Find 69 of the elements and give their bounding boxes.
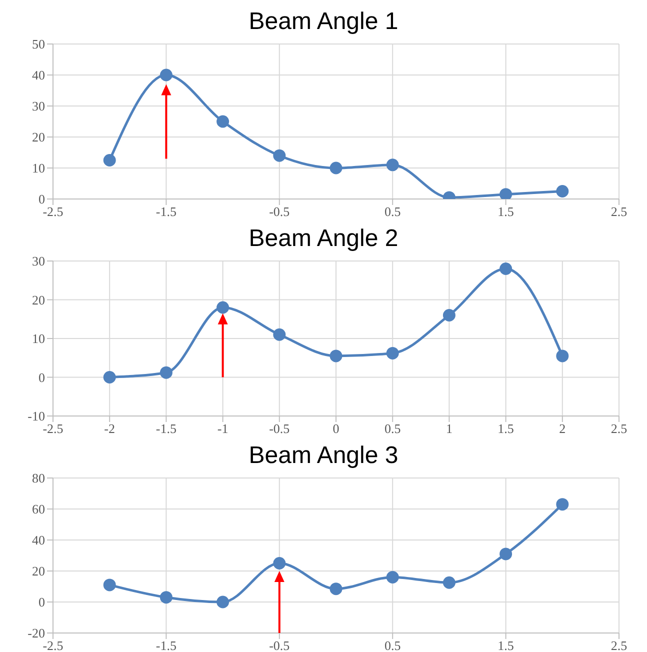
point (216, 596, 230, 608)
point (330, 162, 342, 174)
chart-title: Beam Angle 1 (248, 8, 400, 36)
point (103, 578, 116, 592)
y-tick-label: 10 (32, 331, 45, 346)
point (500, 548, 512, 560)
chart-title: Beam Angle 3 (248, 442, 400, 470)
y-tick-label: 0 (38, 370, 45, 385)
point (273, 328, 286, 341)
point (556, 498, 569, 511)
point (330, 582, 342, 596)
point (273, 557, 286, 570)
point (103, 371, 116, 384)
y-tick-label: 0 (38, 594, 45, 610)
y-tick-label: -10 (28, 408, 45, 424)
x-tick-label: 0 (332, 421, 340, 436)
point (386, 570, 399, 584)
point (386, 346, 399, 360)
y-tick-label: 40 (32, 532, 45, 548)
point (160, 68, 172, 82)
y-tick-label: 10 (32, 160, 45, 176)
point (386, 158, 399, 172)
x-tick-label: 0.5 (384, 204, 401, 220)
x-tick-label: 2.5 (610, 638, 628, 652)
x-tick-label: -1 (217, 421, 228, 436)
y-tick-label: 30 (32, 98, 45, 114)
x-tick-label: -0.5 (269, 421, 290, 436)
x-tick-label: 2 (559, 421, 566, 436)
point (160, 366, 172, 379)
y-tick-label: 0 (38, 192, 45, 207)
y-tick-label: 80 (32, 470, 45, 486)
x-tick-label: 1.5 (498, 638, 514, 652)
x-tick-label: -2.5 (42, 204, 64, 220)
point (556, 185, 569, 198)
point (216, 115, 230, 128)
x-tick-label: 1.5 (498, 421, 514, 436)
x-tick-label: -0.5 (269, 204, 290, 220)
point (216, 301, 230, 314)
x-tick-label: 2.5 (610, 421, 628, 436)
x-tick-label: -2.5 (42, 638, 64, 652)
x-tick-label: -2.5 (42, 421, 64, 436)
x-tick-label: -2 (104, 421, 116, 436)
x-tick-label: 0.5 (384, 638, 401, 652)
y-tick-label: 20 (32, 564, 45, 579)
y-tick-label: 40 (32, 68, 45, 83)
y-tick-label: 30 (32, 254, 45, 269)
point (500, 188, 512, 199)
y-tick-label: -20 (28, 626, 45, 641)
y-tick-label: 20 (32, 130, 45, 145)
point (273, 149, 286, 162)
point (330, 350, 342, 362)
chart-title: Beam Angle 2 (248, 225, 400, 253)
point (103, 154, 116, 166)
point (442, 309, 456, 322)
x-tick-label: 2.5 (610, 204, 628, 220)
point (500, 262, 512, 275)
x-tick-label: 0.5 (384, 421, 401, 436)
x-tick-label: -0.5 (269, 638, 290, 652)
x-tick-label: 1.5 (498, 204, 514, 220)
point (160, 591, 172, 604)
y-tick-label: 60 (32, 502, 45, 517)
point (556, 350, 569, 362)
x-tick-label: 1 (446, 421, 452, 436)
point (442, 576, 456, 589)
y-tick-label: 20 (32, 292, 45, 308)
x-tick-label: -1.5 (156, 204, 176, 220)
x-tick-label: -1.5 (156, 421, 176, 436)
y-tick-label: 50 (32, 36, 45, 52)
x-tick-label: -1.5 (156, 638, 176, 652)
